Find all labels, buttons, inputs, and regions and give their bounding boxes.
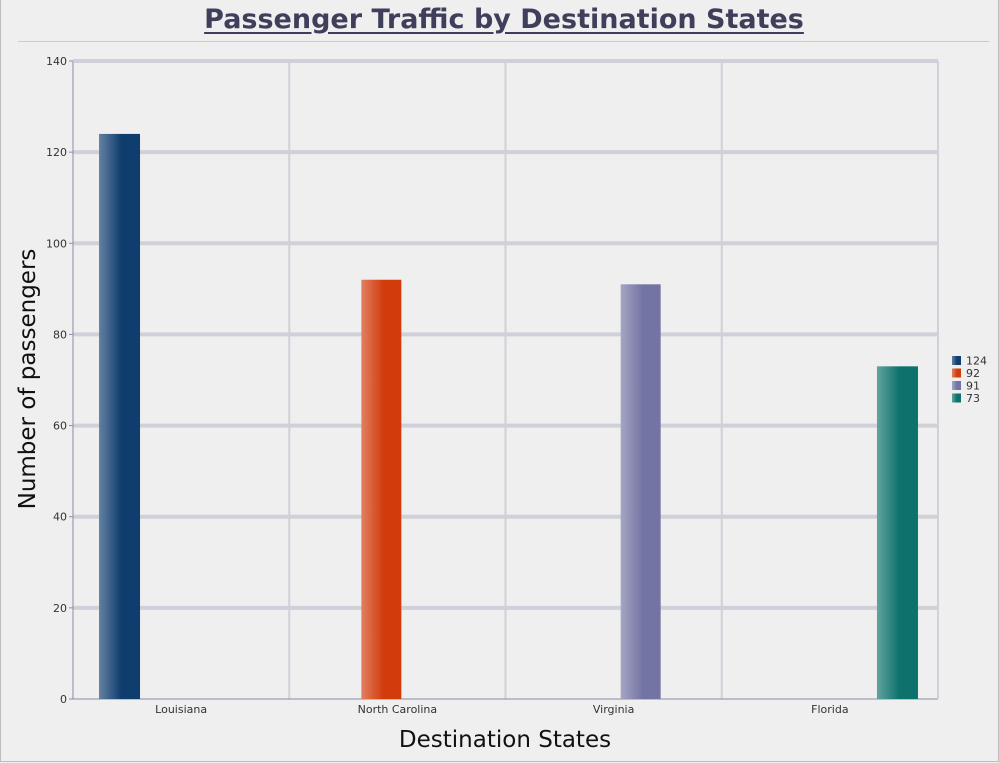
grid-lines — [73, 59, 938, 699]
y-axis-title: Number of passengers — [15, 249, 41, 510]
y-tick-label: 140 — [46, 55, 67, 68]
y-tick-label: 0 — [60, 693, 67, 706]
title-divider — [18, 41, 989, 42]
legend-swatch — [952, 368, 961, 378]
x-tick-label: Louisiana — [155, 703, 207, 716]
x-tick-label: Virginia — [593, 703, 634, 716]
y-tick-label: 60 — [53, 420, 67, 433]
legend-entry: 124 — [966, 355, 987, 368]
bar-louisiana — [99, 133, 141, 699]
y-tick-label: 80 — [53, 328, 67, 341]
bars — [99, 133, 918, 699]
y-tick-label: 100 — [46, 237, 67, 250]
bar-north-carolina — [361, 279, 402, 699]
legend-entry: 92 — [966, 367, 980, 380]
legend-entry: 91 — [966, 380, 980, 393]
tick-labels: 0 20 40 60 80 100 120 140 Louisiana North Carolin… — [46, 55, 849, 716]
legend-entry: 73 — [966, 392, 980, 405]
bar-virginia — [620, 284, 661, 699]
legend-swatch — [952, 381, 961, 390]
y-tick-label: 20 — [53, 602, 67, 615]
y-tick-label: 120 — [46, 146, 67, 159]
axes — [69, 59, 939, 700]
bar-florida — [876, 366, 918, 699]
legend-swatch — [952, 356, 961, 365]
y-tick-label: 40 — [53, 511, 67, 524]
legend-swatch — [952, 393, 961, 403]
x-tick-label: North Carolina — [358, 703, 438, 716]
x-tick-label: Florida — [811, 703, 848, 716]
chart-title: Passenger Traffic by Destination States — [204, 4, 804, 35]
x-axis-title: Destination States — [399, 727, 611, 753]
